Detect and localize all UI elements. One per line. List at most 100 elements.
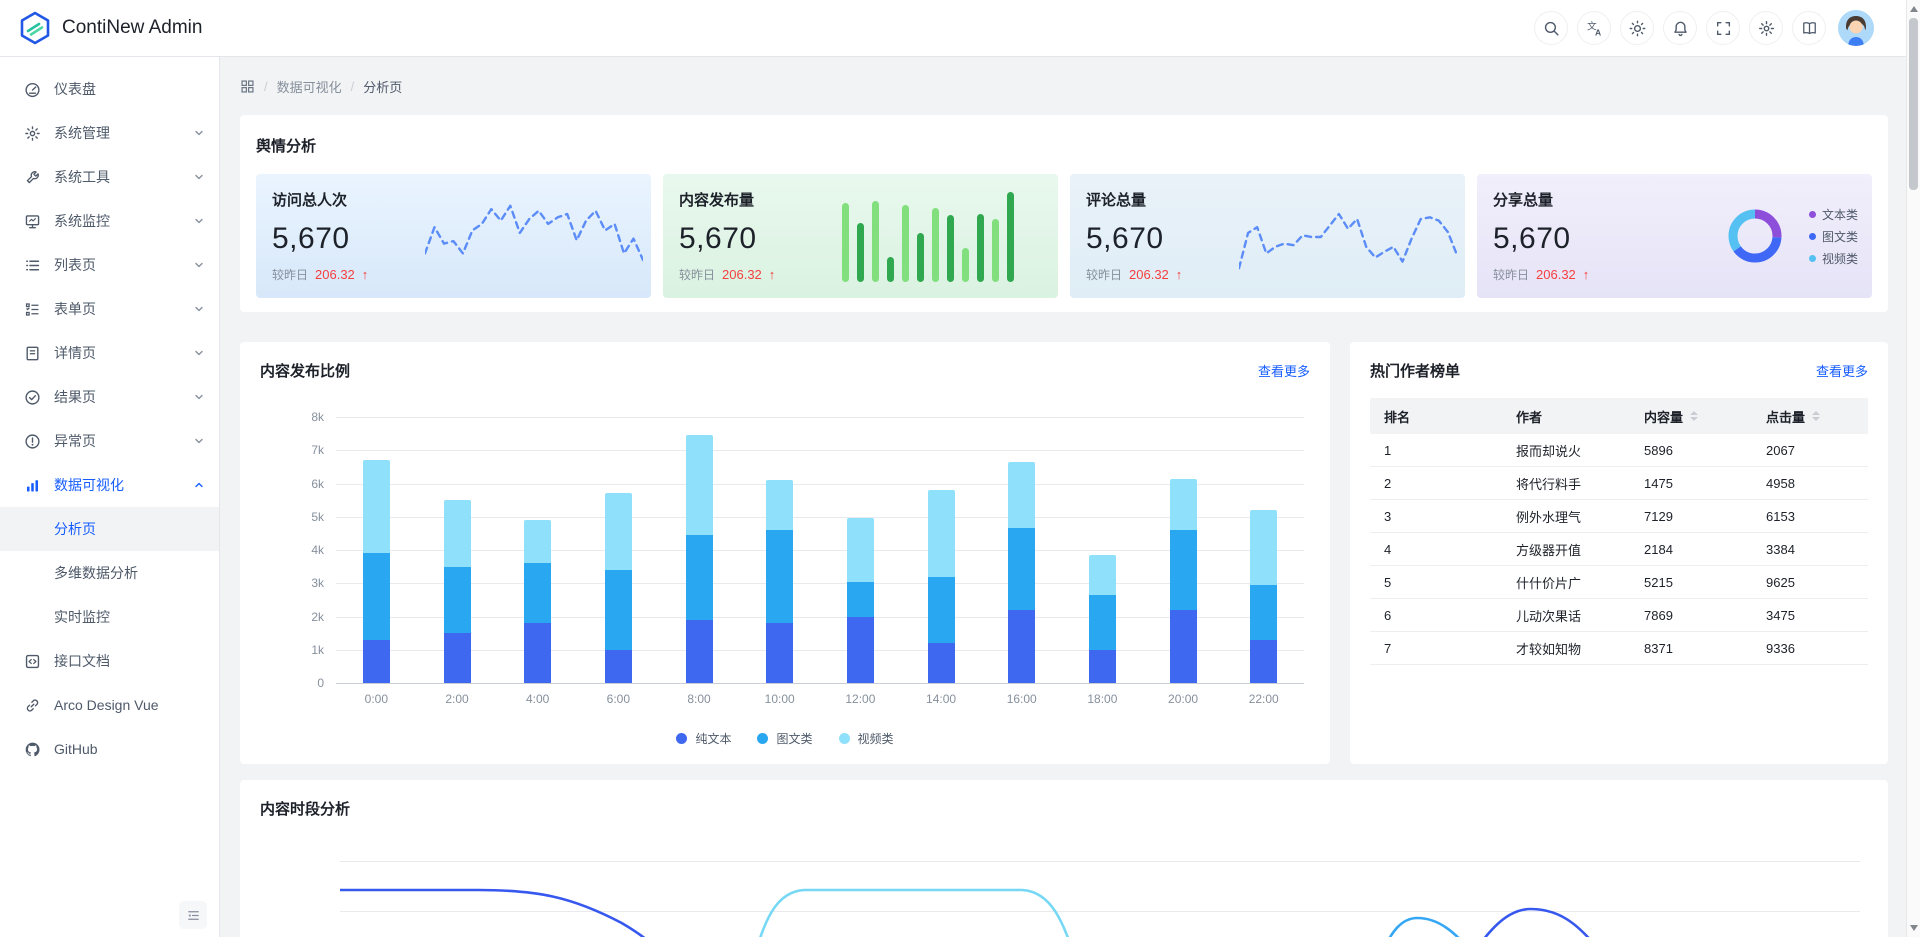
bar-stack[interactable] xyxy=(846,518,874,683)
gridline xyxy=(336,683,1304,684)
sidebar-collapse-button[interactable] xyxy=(179,901,207,929)
sidebar-item-4[interactable]: 列表页 xyxy=(0,243,219,287)
sidebar-item-11[interactable]: Arco Design Vue xyxy=(0,683,219,727)
bar-stack[interactable] xyxy=(443,500,471,683)
sidebar-item-2[interactable]: 系统工具 xyxy=(0,155,219,199)
table-cell: 6 xyxy=(1384,607,1392,623)
legend-item[interactable]: 图文类 xyxy=(757,730,813,747)
legend-item[interactable]: 视频类 xyxy=(838,730,894,747)
bar-chart-icon xyxy=(24,477,41,494)
bar-column xyxy=(417,417,498,683)
time-chart-title: 内容时段分析 xyxy=(260,801,351,818)
chevron-down-icon xyxy=(193,127,205,139)
donut-chart-block: 文本类 图文类 视频类 xyxy=(1727,174,1858,298)
bar-column xyxy=(739,417,820,683)
scrollbar-thumb[interactable] xyxy=(1909,18,1918,190)
bar-stack[interactable] xyxy=(1169,478,1197,683)
bar-segment-视频类 xyxy=(1088,554,1116,595)
breadcrumb-item-analysis[interactable]: 分析页 xyxy=(363,79,403,95)
sidebar-item-5[interactable]: 表单页 xyxy=(0,287,219,331)
gridline xyxy=(336,649,1304,651)
sort-caret-icon[interactable] xyxy=(1690,411,1699,421)
time-line-chart: 100%80% xyxy=(340,861,1860,937)
authors-title: 热门作者榜单 xyxy=(1370,363,1461,380)
user-avatar[interactable] xyxy=(1838,10,1874,46)
legend-item[interactable]: 图文类 xyxy=(1808,228,1858,245)
docs-button[interactable] xyxy=(1792,11,1826,45)
theme-button[interactable] xyxy=(1620,11,1654,45)
scrollbar-up-arrow[interactable] xyxy=(1907,2,1920,16)
bar-segment-图文类 xyxy=(766,530,794,624)
table-cell: 1 xyxy=(1384,442,1392,458)
avatar-person-icon xyxy=(1838,10,1874,46)
sidebar-menu: 仪表盘 系统管理 系统工具系统监控列表页 表单页 详情页 结果页 异常页 数据可视化 分析页多维… xyxy=(0,67,219,771)
stat-card-0: 访问总人次 5,670 较昨日 206.32 ↑ xyxy=(256,174,651,298)
column-header-2[interactable]: 内容量 xyxy=(1630,407,1752,426)
bar-segment-图文类 xyxy=(927,576,955,644)
apps-icon[interactable] xyxy=(240,79,255,94)
table-cell: 方级器开值 xyxy=(1516,542,1582,558)
sidebar-subitem-0[interactable]: 分析页 xyxy=(0,507,219,551)
column-header-3[interactable]: 点击量 xyxy=(1752,407,1868,426)
sidebar-item-10[interactable]: 接口文档 xyxy=(0,639,219,683)
sidebar-subitem-1[interactable]: 多维数据分析 xyxy=(54,565,138,581)
bar-stack[interactable] xyxy=(604,493,632,683)
sidebar-item-8[interactable]: 异常页 xyxy=(0,419,219,463)
authors-more-link[interactable]: 查看更多 xyxy=(1815,364,1868,379)
gridline xyxy=(336,550,1304,551)
bar-column xyxy=(578,417,659,683)
fullscreen-button[interactable] xyxy=(1706,11,1740,45)
sidebar-item-3[interactable]: 系统监控 xyxy=(0,199,219,243)
x-axis-label: 12:00 xyxy=(845,692,876,706)
sidebar-item-1[interactable]: 系统管理 xyxy=(0,111,219,155)
svg-text:文: 文 xyxy=(1587,20,1597,32)
x-axis-label: 10:00 xyxy=(764,692,795,706)
app-logo[interactable]: ContiNew Admin xyxy=(18,11,202,45)
bar-stack[interactable] xyxy=(685,435,713,683)
delta-value: 206.32 xyxy=(315,267,355,282)
sidebar-item-6[interactable]: 详情页 xyxy=(0,331,219,375)
sidebar-item-12[interactable]: GitHub xyxy=(0,727,219,771)
arrow-up-icon: ↑ xyxy=(1175,267,1183,282)
chevron-down-icon xyxy=(193,391,205,403)
table-cell: 5215 xyxy=(1644,574,1673,590)
bar-segment-视频类 xyxy=(604,493,632,570)
delta-value: 206.32 xyxy=(1129,267,1169,282)
bar-stack[interactable] xyxy=(1088,554,1116,683)
bar-segment-视频类 xyxy=(685,435,713,536)
breadcrumb-item-data-viz[interactable]: 数据可视化 xyxy=(276,79,342,95)
bar-segment-图文类 xyxy=(362,553,390,640)
app-title: ContiNew Admin xyxy=(62,17,203,38)
bar-stack[interactable] xyxy=(362,460,390,683)
notifications-button[interactable] xyxy=(1663,11,1697,45)
sidebar-item-0[interactable]: 仪表盘 xyxy=(0,67,219,111)
legend-item[interactable]: 文本类 xyxy=(1808,206,1858,223)
sidebar-item-9[interactable]: 数据可视化 xyxy=(0,463,219,507)
sidebar-item-label: 系统监控 xyxy=(54,213,110,229)
sidebar-subitem-2[interactable]: 实时监控 xyxy=(54,609,110,625)
legend-item[interactable]: 视频类 xyxy=(1808,250,1858,267)
bar-stack[interactable] xyxy=(766,480,794,683)
bar-stack[interactable] xyxy=(524,520,552,683)
table-cell: 2 xyxy=(1384,475,1392,491)
x-axis-label: 8:00 xyxy=(687,692,711,706)
settings-button[interactable] xyxy=(1749,11,1783,45)
gridline xyxy=(336,417,1304,418)
bar-column xyxy=(1223,417,1304,683)
stat-card-2: 评论总量 5,670 较昨日 206.32 ↑ xyxy=(1070,174,1465,298)
y-axis-label: 2k xyxy=(311,609,324,624)
sidebar-item-7[interactable]: 结果页 xyxy=(0,375,219,419)
authors-table: 排名 作者 内容量 点击量 1 报而却说火 5896 2067 2 将代行料手 1475 4958 3 例… xyxy=(1370,398,1868,665)
dashboard-icon xyxy=(24,81,41,98)
table-cell: 例外水理气 xyxy=(1516,509,1582,525)
bar-stack[interactable] xyxy=(1250,510,1278,683)
bar-segment-视频类 xyxy=(362,460,390,554)
bar-stack[interactable] xyxy=(927,490,955,683)
scrollbar-down-arrow[interactable] xyxy=(1907,921,1920,935)
legend-item[interactable]: 纯文本 xyxy=(676,730,731,747)
sort-caret-icon[interactable] xyxy=(1812,411,1821,421)
publish-more-link[interactable]: 查看更多 xyxy=(1257,364,1310,379)
search-button[interactable] xyxy=(1534,11,1568,45)
bar-stack[interactable] xyxy=(1008,461,1036,683)
